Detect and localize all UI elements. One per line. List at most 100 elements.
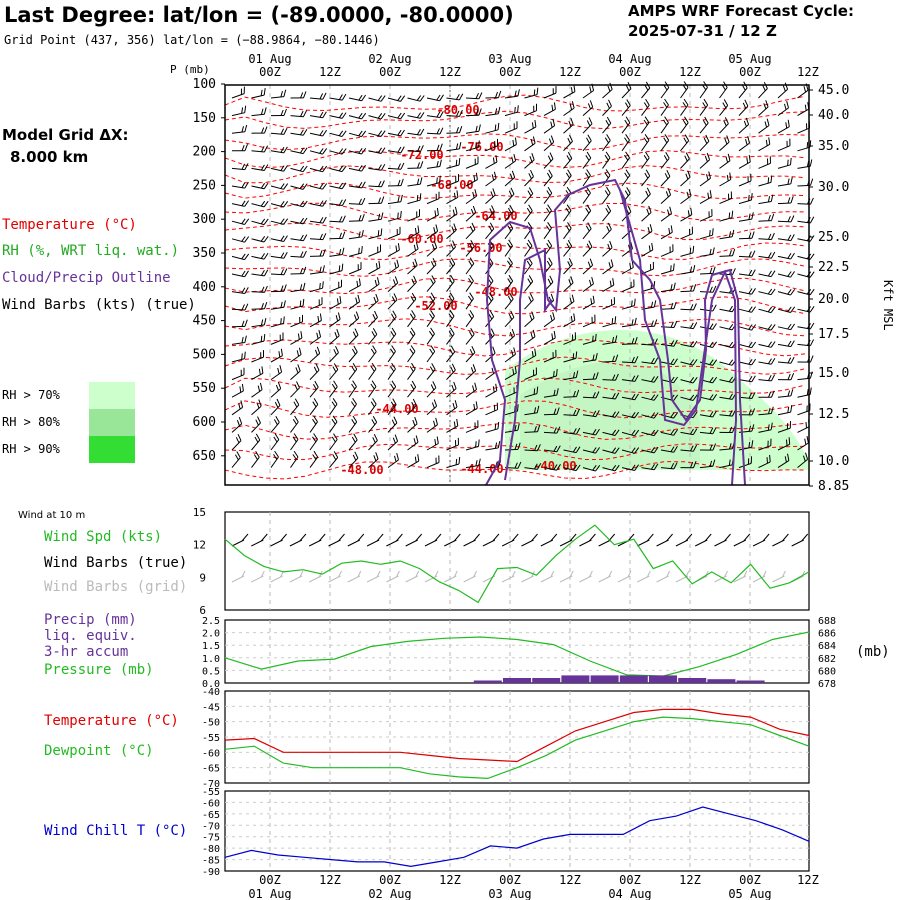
barb-shaft <box>251 167 265 171</box>
wind-barb-cs <box>582 100 594 116</box>
wind-barb-cs <box>329 279 342 293</box>
barb-shaft <box>621 139 630 152</box>
barb-flag <box>585 207 590 214</box>
barb-flag <box>370 401 375 408</box>
barb-flag <box>338 248 342 256</box>
wind-barb-true <box>511 533 519 542</box>
chill-tick: -75 <box>202 833 220 844</box>
barb-flag <box>400 146 405 153</box>
wind-barb-grid <box>299 570 304 578</box>
barb-flag <box>450 327 455 335</box>
barb-flag <box>751 231 755 239</box>
barb-shaft <box>563 158 573 169</box>
wind-barb-cs <box>251 382 263 398</box>
date-label-bottom: 02 Aug <box>368 887 411 900</box>
barb-flag <box>745 138 748 146</box>
barb-flag <box>645 98 650 106</box>
barb-shaft <box>777 343 791 348</box>
temperature-contour <box>224 150 806 169</box>
barb-flag <box>528 296 532 303</box>
barb-flag <box>646 208 650 215</box>
wind-barb-cs <box>680 116 689 134</box>
barb-shaft <box>621 396 635 401</box>
wind-barb-cs <box>485 106 501 117</box>
barb-flag <box>260 253 266 259</box>
wind-barb-true <box>627 533 635 542</box>
wind-barb-cs <box>660 263 675 275</box>
wind-barb-cs <box>446 418 459 433</box>
barb-flag <box>263 200 269 208</box>
barb-flag <box>283 316 285 324</box>
barb-flag <box>255 433 261 441</box>
barb-shaft <box>563 319 576 328</box>
time-tick-bottom: 12Z <box>319 873 341 887</box>
wind-barb-cs <box>641 242 654 257</box>
wind-barb-true <box>434 533 442 542</box>
barb-flag <box>547 204 552 211</box>
barb-shaft <box>563 124 574 134</box>
barb-flag <box>333 433 338 440</box>
wind-barb-cs <box>309 297 323 310</box>
height-tick: 20.0 <box>818 292 849 307</box>
barb-shaft <box>602 360 616 363</box>
barb-shaft <box>582 396 597 399</box>
barb-shaft <box>368 386 377 398</box>
wind-barb-cs <box>582 222 592 240</box>
wind-barb-cs <box>309 450 319 468</box>
barb-flag <box>605 169 611 176</box>
barb-flag <box>788 437 791 445</box>
wind-barb-cs <box>738 136 750 152</box>
wind-barb-true <box>782 533 789 542</box>
barb-shaft <box>719 198 732 205</box>
barb-flag <box>468 313 473 320</box>
barb-shaft <box>446 180 459 187</box>
barb-flag <box>410 383 415 390</box>
barb-shaft <box>602 265 614 275</box>
barb-flag <box>666 169 671 177</box>
wind-barb-cs <box>699 171 711 187</box>
barb-flag <box>690 207 693 215</box>
wind-barb-cs <box>563 117 574 134</box>
barb-flag <box>608 99 612 107</box>
barb-shaft <box>660 250 674 257</box>
wind-barb-cs <box>641 412 659 419</box>
barb-flag <box>589 258 594 266</box>
barb-shaft <box>563 107 575 117</box>
wind-barb-cs <box>290 110 308 118</box>
barb-shaft <box>524 126 537 134</box>
barb-shaft <box>309 303 323 310</box>
barb-flag <box>790 306 796 313</box>
barb-shaft <box>524 159 535 169</box>
barb-shaft <box>777 395 791 398</box>
barb-flag <box>493 171 497 179</box>
wind-barb-cs <box>368 293 379 310</box>
wind-barb-cs <box>231 351 246 363</box>
barb-flag <box>592 465 597 471</box>
barb-shaft <box>524 245 533 257</box>
wind-barb-cs <box>524 87 539 99</box>
barb-flag <box>751 375 756 383</box>
wind-barb-cs <box>407 416 418 433</box>
barb-shaft <box>582 90 594 99</box>
barb-shaft <box>446 444 459 451</box>
height-tick: 40.0 <box>818 108 849 123</box>
barb-shaft <box>251 372 264 381</box>
wind-barb-cs <box>485 222 495 240</box>
barb-shaft <box>719 141 730 152</box>
barb-shaft <box>602 414 616 418</box>
barb-flag <box>299 284 303 291</box>
wind-barb-cs <box>524 348 537 363</box>
barb-flag <box>353 314 357 321</box>
wind-barb-cs <box>680 461 697 469</box>
barb-shaft <box>348 97 362 102</box>
barb-shaft <box>699 87 708 99</box>
barb-shaft <box>387 282 399 292</box>
barb-shaft <box>504 127 518 134</box>
barb-shaft <box>426 315 435 328</box>
barb-flag <box>670 265 672 272</box>
barb-flag <box>416 112 422 118</box>
wind-barb-cs <box>251 301 268 310</box>
barb-shaft <box>485 145 498 152</box>
barb-flag <box>751 341 757 348</box>
wind-barb-cs <box>231 451 241 468</box>
